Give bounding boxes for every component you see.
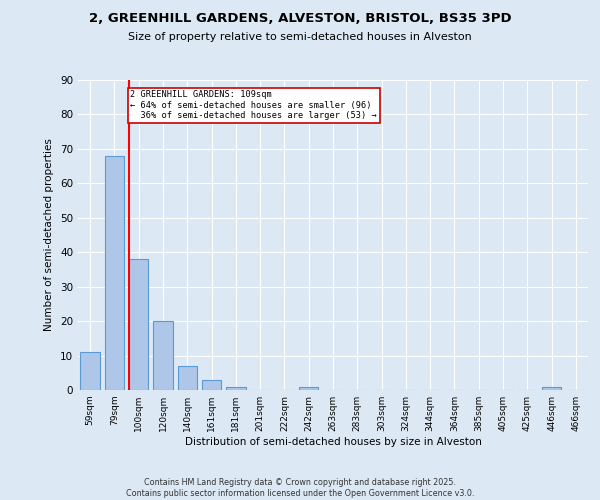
Text: 2, GREENHILL GARDENS, ALVESTON, BRISTOL, BS35 3PD: 2, GREENHILL GARDENS, ALVESTON, BRISTOL,… [89,12,511,26]
Bar [153,321,173,390]
Bar [226,386,245,390]
Bar [299,386,319,390]
Bar [542,386,561,390]
Text: 2 GREENHILL GARDENS: 109sqm
← 64% of semi-detached houses are smaller (96)
  36%: 2 GREENHILL GARDENS: 109sqm ← 64% of sem… [130,90,377,120]
Bar [129,259,148,390]
Bar [105,156,124,390]
Y-axis label: Number of semi-detached properties: Number of semi-detached properties [44,138,55,332]
Bar [202,380,221,390]
X-axis label: Distribution of semi-detached houses by size in Alveston: Distribution of semi-detached houses by … [185,437,481,447]
Text: Contains HM Land Registry data © Crown copyright and database right 2025.
Contai: Contains HM Land Registry data © Crown c… [126,478,474,498]
Bar [178,366,197,390]
Text: Size of property relative to semi-detached houses in Alveston: Size of property relative to semi-detach… [128,32,472,42]
Bar [80,352,100,390]
